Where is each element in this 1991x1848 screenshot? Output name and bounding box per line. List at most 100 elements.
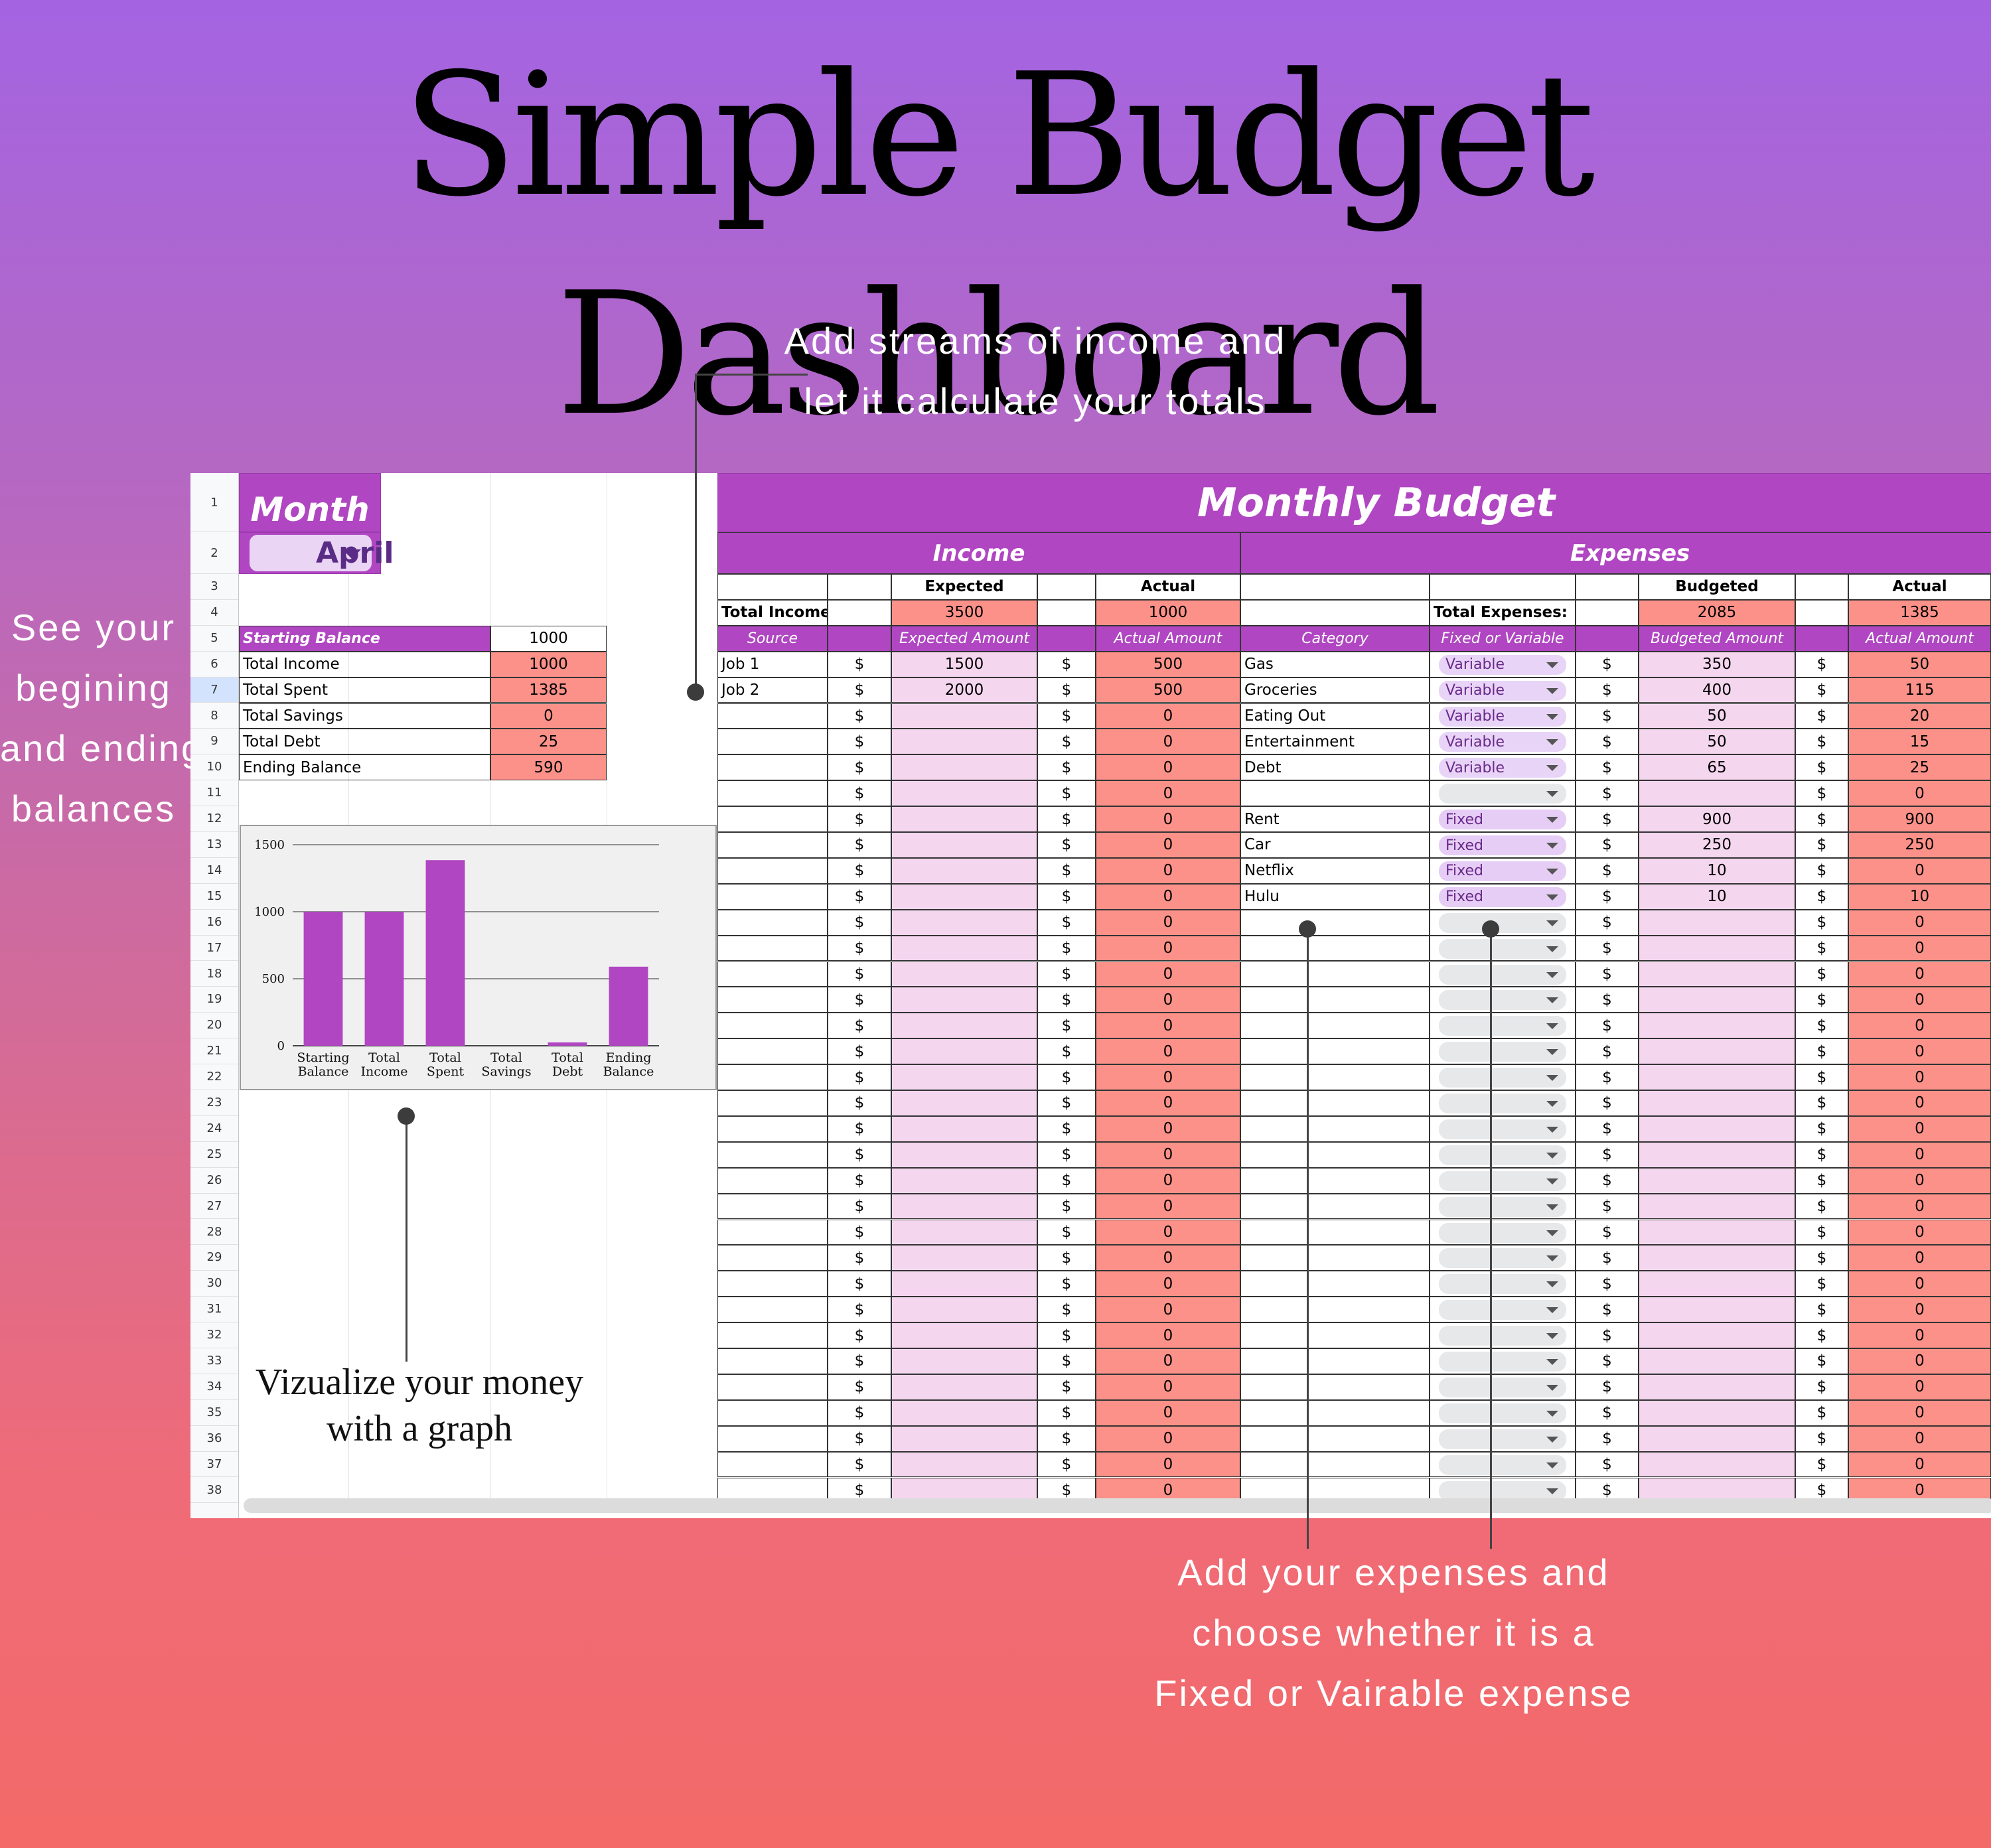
income-source[interactable] — [717, 754, 828, 781]
income-expected[interactable] — [891, 961, 1037, 987]
expense-actual[interactable]: 25 — [1848, 754, 1991, 781]
row-number[interactable]: 18 — [190, 961, 238, 987]
income-actual[interactable]: 0 — [1096, 780, 1240, 807]
income-expected[interactable] — [891, 1374, 1037, 1400]
income-expected[interactable] — [891, 857, 1037, 884]
income-actual[interactable]: 0 — [1096, 1271, 1240, 1297]
row-number[interactable]: 15 — [190, 884, 238, 910]
expense-budgeted[interactable] — [1639, 1064, 1795, 1090]
income-expected[interactable] — [891, 806, 1037, 832]
expense-budgeted[interactable] — [1639, 1374, 1795, 1400]
income-actual[interactable]: 0 — [1096, 1425, 1240, 1452]
income-actual[interactable]: 0 — [1096, 987, 1240, 1013]
income-actual[interactable]: 0 — [1096, 1219, 1240, 1245]
expense-category[interactable] — [1240, 935, 1430, 961]
income-source[interactable] — [717, 1115, 828, 1142]
income-source[interactable] — [717, 1064, 828, 1090]
row-number[interactable]: 17 — [190, 936, 238, 961]
row-number[interactable]: 1 — [190, 473, 238, 532]
expense-type-dropdown[interactable]: Variable — [1439, 732, 1566, 752]
expense-actual[interactable]: 250 — [1848, 832, 1991, 858]
row-number[interactable]: 27 — [190, 1194, 238, 1220]
income-source[interactable] — [717, 780, 828, 807]
expense-type-dropdown[interactable] — [1439, 1352, 1566, 1372]
row-number[interactable]: 7 — [190, 677, 238, 703]
expense-category[interactable] — [1240, 1167, 1430, 1194]
income-expected[interactable] — [891, 909, 1037, 936]
expense-category[interactable] — [1240, 1245, 1430, 1271]
income-actual[interactable]: 0 — [1096, 935, 1240, 961]
expense-actual[interactable]: 0 — [1848, 780, 1991, 807]
expense-category[interactable] — [1240, 987, 1430, 1013]
income-expected[interactable] — [891, 1297, 1037, 1323]
row-number[interactable]: 24 — [190, 1116, 238, 1142]
expense-category[interactable] — [1240, 1297, 1430, 1323]
expense-budgeted[interactable] — [1639, 1038, 1795, 1065]
expense-type-dropdown[interactable] — [1439, 1171, 1566, 1191]
expense-budgeted[interactable] — [1639, 1090, 1795, 1116]
expense-type-dropdown[interactable] — [1439, 1068, 1566, 1088]
expense-actual[interactable]: 0 — [1848, 1271, 1991, 1297]
expense-actual[interactable]: 0 — [1848, 935, 1991, 961]
income-actual[interactable]: 0 — [1096, 1297, 1240, 1323]
expense-budgeted[interactable] — [1639, 935, 1795, 961]
income-actual[interactable]: 500 — [1096, 651, 1240, 677]
income-expected[interactable] — [891, 780, 1037, 807]
expense-category[interactable] — [1240, 1141, 1430, 1168]
expense-type-dropdown[interactable]: Variable — [1439, 680, 1566, 701]
income-actual[interactable]: 0 — [1096, 1013, 1240, 1039]
income-source[interactable]: Job 1 — [717, 651, 828, 677]
summary-value[interactable]: 0 — [490, 703, 607, 729]
income-expected[interactable] — [891, 883, 1037, 910]
income-source[interactable] — [717, 1193, 828, 1220]
expense-type-dropdown[interactable] — [1439, 1274, 1566, 1295]
expense-actual[interactable]: 0 — [1848, 1193, 1991, 1220]
expense-type-dropdown[interactable] — [1439, 1455, 1566, 1475]
expense-type-dropdown[interactable] — [1439, 1016, 1566, 1036]
income-actual[interactable]: 0 — [1096, 1193, 1240, 1220]
income-source[interactable] — [717, 1399, 828, 1426]
expense-category[interactable] — [1240, 1219, 1430, 1245]
row-number[interactable]: 28 — [190, 1220, 238, 1245]
expense-type-dropdown[interactable] — [1439, 1403, 1566, 1423]
income-actual[interactable]: 0 — [1096, 806, 1240, 832]
expense-budgeted[interactable] — [1639, 1141, 1795, 1168]
expense-actual[interactable]: 20 — [1848, 703, 1991, 729]
expense-actual[interactable]: 15 — [1848, 729, 1991, 755]
income-expected[interactable] — [891, 1399, 1037, 1426]
expense-budgeted[interactable] — [1639, 1167, 1795, 1194]
expense-type-dropdown[interactable]: Variable — [1439, 654, 1566, 675]
row-number[interactable]: 21 — [190, 1038, 238, 1065]
expense-budgeted[interactable] — [1639, 987, 1795, 1013]
expense-actual[interactable]: 0 — [1848, 1374, 1991, 1400]
expense-type-dropdown[interactable] — [1439, 1196, 1566, 1217]
income-actual[interactable]: 0 — [1096, 1399, 1240, 1426]
expense-type-dropdown[interactable] — [1439, 1429, 1566, 1449]
row-number[interactable]: 4 — [190, 600, 238, 626]
income-actual[interactable]: 0 — [1096, 1245, 1240, 1271]
row-number[interactable]: 22 — [190, 1064, 238, 1090]
expense-actual[interactable]: 0 — [1848, 1219, 1991, 1245]
income-source[interactable] — [717, 1013, 828, 1039]
income-source[interactable] — [717, 729, 828, 755]
income-actual[interactable]: 0 — [1096, 1451, 1240, 1478]
expense-actual[interactable]: 0 — [1848, 1013, 1991, 1039]
expense-type-dropdown[interactable] — [1439, 990, 1566, 1011]
expense-category[interactable]: Hulu — [1240, 883, 1430, 910]
row-number[interactable]: 5 — [190, 626, 238, 652]
expense-budgeted[interactable]: 900 — [1639, 806, 1795, 832]
expense-category[interactable] — [1240, 1038, 1430, 1065]
expense-category[interactable]: Groceries — [1240, 677, 1430, 703]
spreadsheet[interactable]: 1 2 3 4 5 6 7 8 9 10 11 12 13 14 15 16 17 18 19 20 21 22 23 24 2… — [190, 473, 1991, 1518]
income-expected[interactable] — [891, 729, 1037, 755]
expense-actual[interactable]: 900 — [1848, 806, 1991, 832]
income-actual[interactable]: 0 — [1096, 1348, 1240, 1374]
row-number[interactable]: 12 — [190, 806, 238, 832]
expense-actual[interactable]: 50 — [1848, 651, 1991, 677]
income-source[interactable] — [717, 832, 828, 858]
expense-actual[interactable]: 0 — [1848, 1167, 1991, 1194]
income-expected[interactable] — [891, 1322, 1037, 1348]
expense-type-dropdown[interactable] — [1439, 1377, 1566, 1397]
expense-budgeted[interactable] — [1639, 1322, 1795, 1348]
income-expected[interactable] — [891, 1348, 1037, 1374]
